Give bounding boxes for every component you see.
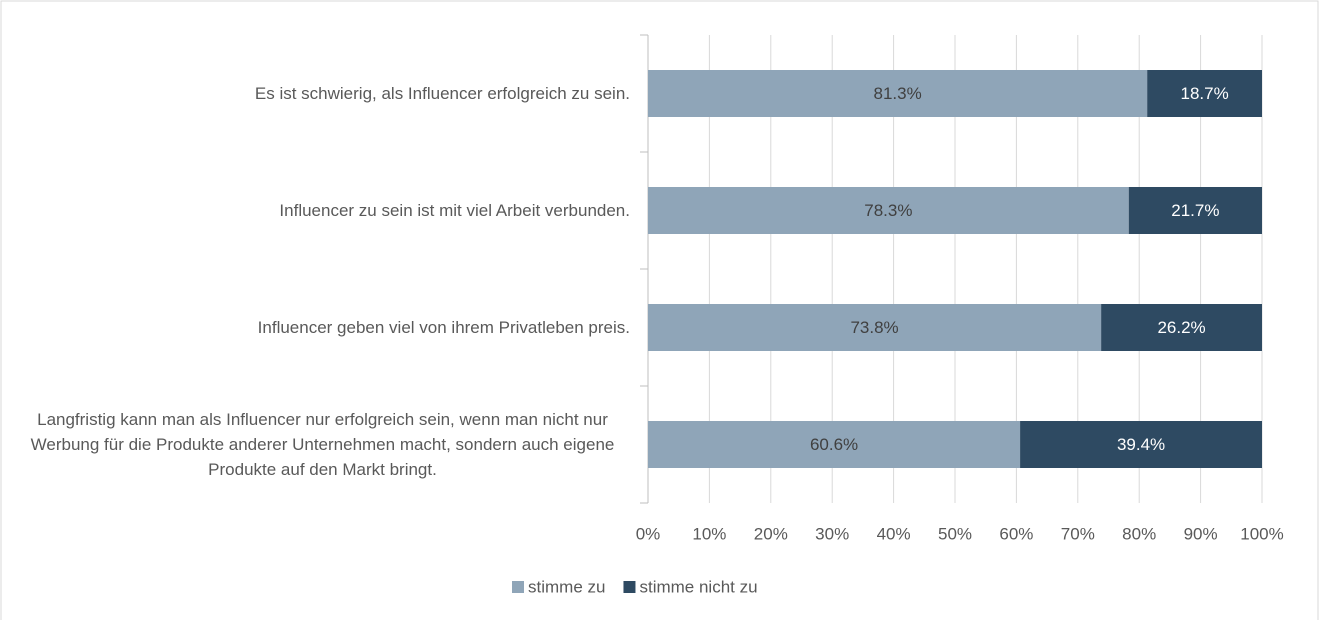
bar-segment [1101,304,1262,351]
data-label: 21.7% [1171,201,1219,220]
data-label: 81.3% [873,84,921,103]
x-tick-label: 40% [877,524,911,543]
data-label: 73.8% [850,318,898,337]
legend-label: stimme zu [528,577,605,596]
x-tick-label: 90% [1184,524,1218,543]
legend-swatch [623,581,636,593]
data-label: 18.7% [1180,84,1228,103]
category-label: Influencer geben viel von ihrem Privatle… [10,268,630,388]
x-tick-label: 0% [636,524,661,543]
data-label: 78.3% [864,201,912,220]
category-label: Langfristig kann man als Influencer nur … [10,385,630,505]
bar-segment [1147,70,1262,117]
category-label-text: Influencer geben viel von ihrem Privatle… [257,318,630,337]
category-label-text: Langfristig kann man als Influencer nur … [30,410,615,479]
legend-label: stimme nicht zu [639,577,757,596]
x-tick-label: 30% [815,524,849,543]
x-tick-label: 100% [1240,524,1283,543]
bar-segment [648,187,1129,234]
category-label-text: Influencer zu sein ist mit viel Arbeit v… [279,201,630,220]
bar-segment [1128,187,1262,234]
x-tick-label: 80% [1122,524,1156,543]
bar-segment [648,304,1102,351]
x-tick-label: 10% [692,524,726,543]
bar-segment [648,421,1021,468]
category-label-text: Es ist schwierig, als Influencer erfolgr… [254,84,630,103]
category-label: Influencer zu sein ist mit viel Arbeit v… [10,151,630,271]
x-tick-label: 60% [999,524,1033,543]
legend-swatch [512,581,524,593]
bar-segment [648,70,1148,117]
x-tick-label: 70% [1061,524,1095,543]
x-tick-label: 50% [938,524,972,543]
data-label: 39.4% [1117,435,1165,454]
bar-segment [1020,421,1262,468]
category-label: Es ist schwierig, als Influencer erfolgr… [10,34,630,154]
data-label: 26.2% [1157,318,1205,337]
data-label: 60.6% [810,435,858,454]
x-tick-label: 20% [754,524,788,543]
